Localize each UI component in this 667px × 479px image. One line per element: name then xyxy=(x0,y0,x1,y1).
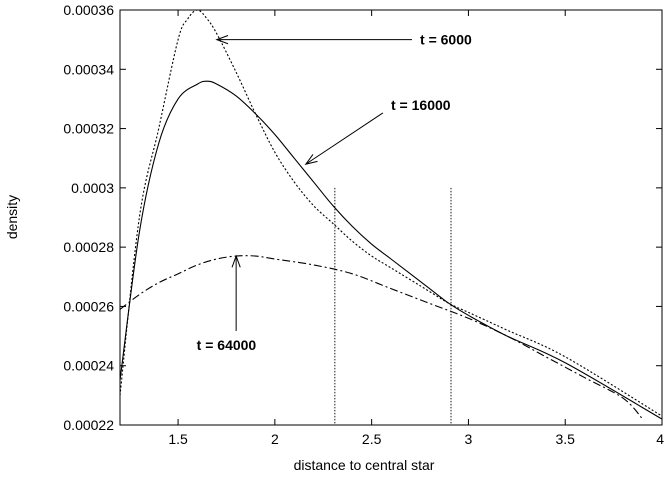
x-tick-label: 2 xyxy=(271,431,279,447)
annotation-arrow-head xyxy=(215,35,229,45)
x-axis-ticks: 1.5 2 2.5 3 3.5 4 xyxy=(168,10,664,447)
plot-frame xyxy=(119,9,663,426)
x-tick-label: 4 xyxy=(656,431,664,447)
y-tick-label: 0.00036 xyxy=(63,2,114,18)
annotation-arrow-shaft xyxy=(305,112,384,165)
vertical-marker-lines xyxy=(334,187,452,425)
annotation-label: t = 64000 xyxy=(197,337,257,353)
y-tick-label: 0.00032 xyxy=(63,121,114,137)
y-tick-label: 0.00024 xyxy=(63,358,114,374)
y-axis-ticks: 0.00022 0.00024 0.00026 0.00028 0.0003 0.0003… xyxy=(63,2,662,433)
y-tick-label: 0.00028 xyxy=(63,239,114,255)
annotation-label: t = 16000 xyxy=(391,97,451,113)
annotation-arrow-head xyxy=(304,154,318,165)
plot-border xyxy=(119,9,663,426)
y-tick-label: 0.00022 xyxy=(63,417,114,433)
annotations: t = 6000 t = 16000 t = 64000 xyxy=(197,32,472,353)
series-line-0 xyxy=(120,10,662,417)
x-axis-title: distance to central star xyxy=(294,457,435,473)
series-lines xyxy=(120,10,662,420)
x-tick-label: 3 xyxy=(465,431,473,447)
y-tick-label: 0.00026 xyxy=(63,298,114,314)
x-tick-label: 1.5 xyxy=(168,431,188,447)
series-line-1 xyxy=(120,80,662,420)
x-tick-label: 2.5 xyxy=(362,431,382,447)
y-tick-label: 0.0003 xyxy=(71,180,114,196)
y-axis-title: density xyxy=(4,195,20,239)
y-tick-label: 0.00034 xyxy=(63,61,114,77)
series-line-2 xyxy=(120,255,644,420)
annotation-label: t = 6000 xyxy=(420,32,472,48)
annotation-arrow-head xyxy=(231,254,241,268)
x-tick-label: 3.5 xyxy=(555,431,575,447)
